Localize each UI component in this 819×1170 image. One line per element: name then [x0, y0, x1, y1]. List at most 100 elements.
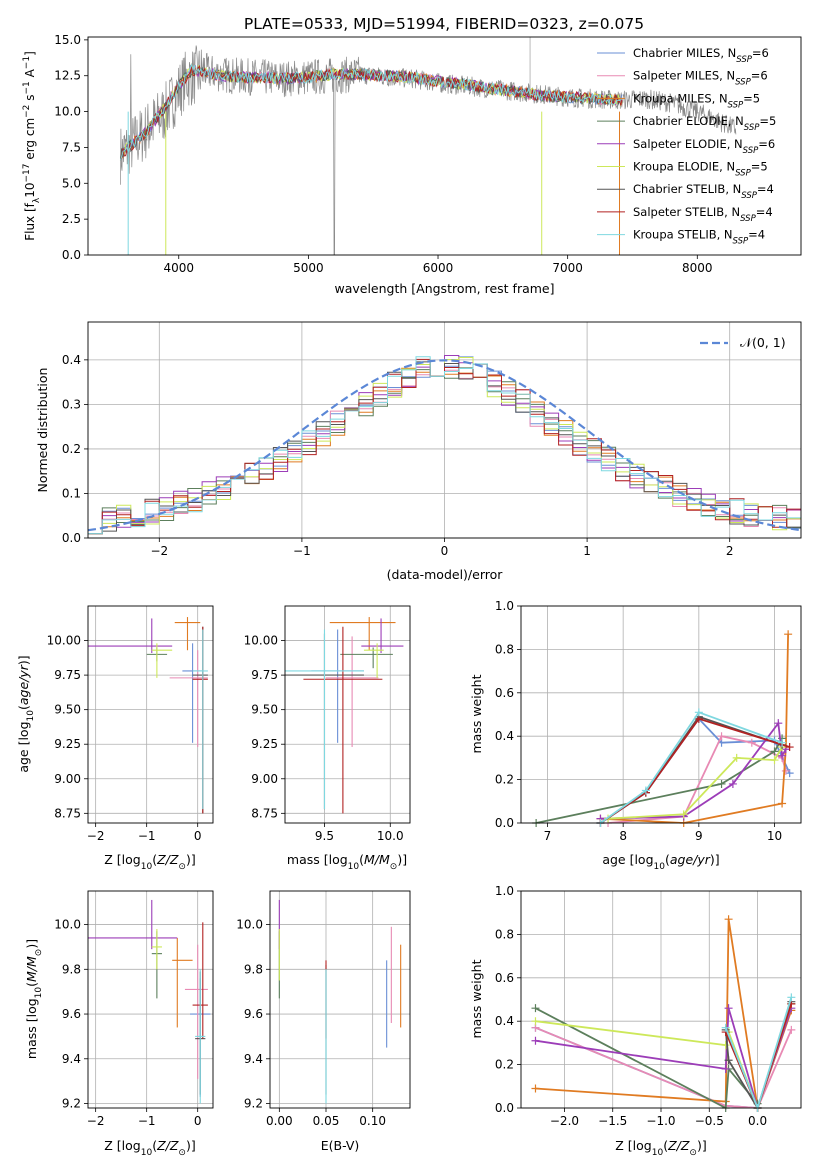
- spectrum-legend-main-2: Kroupa MILES, N: [633, 91, 728, 105]
- weight-vs-Z-xlabel-part-1: 10: [652, 1148, 664, 1158]
- weight-vs-age-xlabel: age [log10(age/yr)]: [602, 852, 719, 872]
- spectrum-ylabel-part-10: ]: [23, 51, 37, 56]
- spectrum-ytick-label-0: 0.0: [62, 248, 81, 262]
- weight_vs_Z-marker-kroupa-miles-2: [724, 915, 733, 924]
- spectrum-ylabel-part-0: Flux [f: [23, 202, 37, 240]
- mass_vs_EBV-ytick-label-3: 9.8: [244, 962, 263, 976]
- mass_vs_EBV-ytick-label-2: 9.6: [244, 1007, 263, 1021]
- weight_vs_age-ytick-label-0: 0.0: [495, 816, 514, 830]
- spectrum-ylabel: Flux [fλ10−17 erg cm−2 s−1 A−1]: [22, 51, 42, 241]
- residuals-ytick-label-4: 0.4: [62, 353, 81, 367]
- spectrum-legend-label-8: Kroupa STELIB, NSSP=4: [633, 228, 765, 247]
- weight_vs_age-ytick-label-4: 0.8: [495, 642, 514, 656]
- age_vs_Z-xtick-label-2: 0: [194, 829, 202, 843]
- weight-vs-age-xlabel-part-1: 10: [654, 862, 666, 872]
- weight_vs_age-marker-salpeter-miles-3: [747, 738, 756, 747]
- weight_vs_age-marker-salpeter-miles-5: [781, 766, 790, 775]
- spectrum-legend-sub-1: SSP: [735, 78, 751, 88]
- age-vs-mass-panel: 9.5 10.0 8.75 9.00 9.25 9.50 9.75 10.00 mass [lo…: [244, 605, 411, 872]
- weight_vs_age-xtick-label-1: 8: [619, 829, 627, 843]
- spectrum-legend-main-1: Salpeter MILES, N: [633, 69, 735, 83]
- weight_vs_age-marker-kroupa-elodie-2: [732, 753, 741, 762]
- weight_vs_age-marker-chabrier-miles-5: [785, 769, 794, 778]
- weight_vs_Z-marker-salpeter-miles-3: [787, 1025, 796, 1034]
- residuals-xtick-label-4: 2: [726, 544, 734, 558]
- normal-legend-label: 𝒩(0, 1): [740, 335, 786, 350]
- residuals-xtick-label-3: 1: [583, 544, 591, 558]
- mass-vs-extinction-panel: 0.00 0.05 0.10 9.2 9.4 9.6 9.8 10.0 E(B-V): [236, 890, 411, 1153]
- spectrum-ytick-label-3: 7.5: [62, 140, 81, 154]
- spectrum-legend-main-4: Salpeter ELODIE, N: [633, 137, 743, 151]
- weight_vs_age-ytick-label-2: 0.4: [495, 729, 514, 743]
- weight_vs_Z-marker-chabrier-elodie-0: [531, 1004, 540, 1013]
- weight-vs-Z-xlabel-part-4: ⊙: [689, 1148, 697, 1158]
- mass-vs-Z-xlabel-part-2: (: [152, 1138, 157, 1153]
- age-vs-mass-xlabel-part-0: mass [log: [287, 852, 348, 867]
- weight_vs_age-xtick-label-3: 10: [767, 829, 782, 843]
- spectrum-ytick-label-2: 5.0: [62, 176, 81, 190]
- spectrum-ylabel-part-2: 10: [23, 183, 37, 198]
- age-vs-Z-ylabel-part-0: age [log: [16, 721, 31, 772]
- spectrum-legend-sub-2: SSP: [728, 100, 744, 110]
- weight_vs_Z-xtick-label-2: −1.0: [646, 1114, 675, 1128]
- residuals-ytick-label-2: 0.2: [62, 442, 81, 456]
- spectrum-xlabel: wavelength [Angstrom, rest frame]: [334, 281, 554, 296]
- residuals-xtick-label-1: −1: [293, 544, 311, 558]
- spectrum-legend-sub-8: SSP: [733, 237, 749, 247]
- age-vs-mass-xlabel-part-3: M/M: [364, 852, 390, 867]
- weight_vs_Z-xtick-label-0: −2.0: [550, 1114, 579, 1128]
- spectrum-ylabel-part-1: λ: [32, 197, 42, 203]
- residuals-ytick-label-3: 0.3: [62, 397, 81, 411]
- weight_vs_age-xtick-label-2: 9: [695, 829, 703, 843]
- histogram-step-kroupa-stelib: [88, 356, 801, 535]
- weight_vs_Z-marker-kroupa-stelib-2: [787, 993, 796, 1002]
- mass_vs_EBV-xtick-label-0: 0.00: [266, 1114, 293, 1128]
- spectrum-legend-label-2: Kroupa MILES, NSSP=5: [633, 91, 760, 110]
- age-vs-mass-xlabel-part-1: 10: [348, 862, 360, 872]
- spectrum-legend-sub-3: SSP: [744, 123, 760, 133]
- mass-vs-Z-ylabel-part-5: )]: [24, 939, 39, 949]
- spectrum-legend-label-0: Chabrier MILES, NSSP=6: [633, 46, 769, 65]
- weight-vs-Z-xlabel-part-2: (: [663, 1138, 668, 1153]
- weight_vs_age-marker-kroupa-elodie-3: [770, 756, 779, 765]
- spectrum-legend-tail-2: =5: [743, 91, 760, 105]
- age-vs-mass-xlabel: mass [log10(M/M⊙)]: [287, 852, 407, 872]
- spectrum-ylabel-part-8: A: [23, 68, 37, 81]
- weight_vs_age-marker-salpeter-stelib-3: [785, 743, 794, 752]
- spectrum-legend-label-1: Salpeter MILES, NSSP=6: [633, 69, 768, 88]
- spectrum-xtick-label-3: 7000: [552, 261, 583, 275]
- weight-vs-metallicity-panel: −2.0 −1.5 −1.0 −0.5 0.0 0.0 0.2 0.4 0.6 0.8 1.0 Z […: [469, 884, 802, 1158]
- age-vs-Z-ylabel-part-2: (: [16, 705, 31, 710]
- mass_vs_EBV-xtick-label-1: 0.05: [313, 1114, 340, 1128]
- mass_vs_EBV-frame: [269, 890, 411, 1109]
- weight_vs_age-marker-salpeter-miles-2: [717, 732, 726, 741]
- weight_vs_Z-marker-salpeter-elodie-2: [724, 1004, 733, 1013]
- weight_vs_age-marker-chabrier-elodie-1: [717, 779, 726, 788]
- mass_vs_Z-frame: [87, 890, 214, 1109]
- spectrum-ylabel-part-9: −1: [22, 56, 32, 69]
- mass_vs_EBV-ytick-label-4: 10.0: [236, 918, 263, 932]
- weight-vs-age-xlabel-part-4: )]: [710, 852, 720, 867]
- weight_vs_age-marker-kroupa-stelib-2: [694, 708, 703, 717]
- weight-vs-Z-xlabel-part-0: Z [log: [615, 1138, 651, 1153]
- spectrum-model-kroupa-elodie: [119, 65, 623, 161]
- age_vs_Z-ytick-label-2: 9.25: [54, 737, 81, 751]
- age_vs_mass-xtick-label-0: 9.5: [315, 829, 334, 843]
- mass_vs_EBV-ytick-label-1: 9.4: [244, 1052, 263, 1066]
- spectrum-legend-tail-0: =6: [752, 46, 769, 60]
- mass_vs_Z-ytick-label-3: 9.8: [62, 962, 81, 976]
- weight_vs_age-marker-salpeter-elodie-4: [778, 751, 787, 760]
- weight_vs_Z-marker-salpeter-elodie-0: [531, 1036, 540, 1045]
- spectrum-legend-tail-5: =5: [751, 160, 768, 174]
- mass_vs_Z-ytick-label-0: 9.2: [62, 1097, 81, 1111]
- residuals-xtick-label-0: −2: [150, 544, 168, 558]
- spectrum-ytick-label-1: 2.5: [62, 212, 81, 226]
- spectrum-legend-sub-4: SSP: [743, 146, 759, 156]
- spectrum-legend-label-4: Salpeter ELODIE, NSSP=6: [633, 137, 775, 156]
- weight_vs_age-ytick-label-1: 0.2: [495, 773, 514, 787]
- weight_vs_age-marker-kroupa-stelib-1: [641, 786, 650, 795]
- age-vs-Z-ylabel-part-3: age/yr: [16, 664, 31, 705]
- spectrum-model-salpeter-elodie: [119, 67, 623, 161]
- residuals-xtick-label-2: 0: [441, 544, 449, 558]
